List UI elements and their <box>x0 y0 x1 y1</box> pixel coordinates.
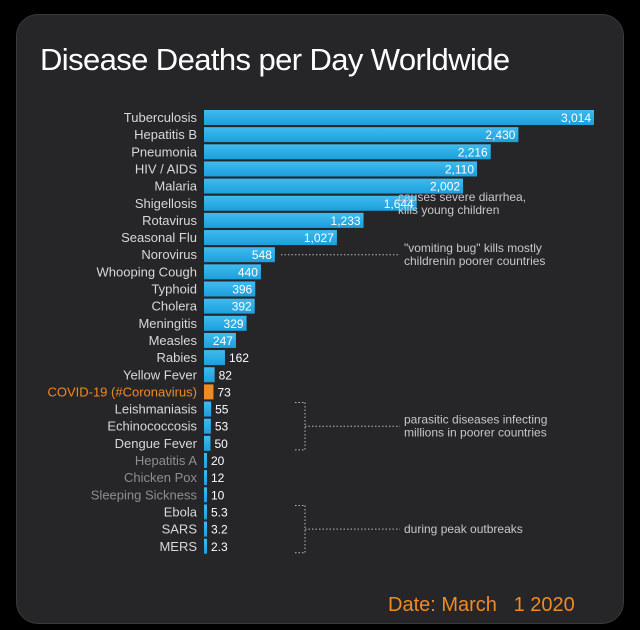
bar <box>204 470 207 486</box>
value-label: 392 <box>232 300 252 314</box>
value-label: 1,644 <box>384 197 414 211</box>
bar <box>204 230 337 246</box>
value-label: 162 <box>229 351 249 365</box>
category-label: Leishmaniasis <box>115 402 198 417</box>
category-label: COVID-19 (#Coronavirus) <box>47 384 197 399</box>
bar <box>204 401 212 417</box>
bar <box>204 178 464 194</box>
category-label: Tuberculosis <box>124 110 198 125</box>
bar <box>204 521 207 537</box>
value-label: 1,027 <box>304 231 334 245</box>
value-label: 2,110 <box>445 162 474 176</box>
category-label: Yellow Fever <box>123 367 198 382</box>
category-label: Echinococcosis <box>107 419 197 434</box>
value-label: 12 <box>211 471 225 485</box>
bar <box>204 384 214 400</box>
category-label: Measles <box>149 333 198 348</box>
bar <box>204 350 225 366</box>
annotation-text: parasitic diseases infecting <box>404 413 547 427</box>
value-label: 1,233 <box>331 214 361 228</box>
bar <box>204 487 207 503</box>
value-label: 3,014 <box>561 111 591 125</box>
value-label: 548 <box>252 248 272 262</box>
value-label: 2,430 <box>485 128 515 142</box>
value-label: 10 <box>211 488 225 502</box>
category-label: Ebola <box>164 504 198 519</box>
bar <box>204 281 256 297</box>
bar <box>204 538 207 554</box>
bar <box>204 161 478 177</box>
category-label: Dengue Fever <box>115 436 198 451</box>
category-label: Shigellosis <box>135 196 198 211</box>
value-label: 2,002 <box>430 180 460 194</box>
value-label: 82 <box>219 368 233 382</box>
value-label: 5.3 <box>211 505 228 519</box>
category-label: Norovirus <box>141 247 197 262</box>
bar <box>204 315 247 331</box>
category-label: Pneumonia <box>131 144 198 159</box>
bar <box>204 247 275 263</box>
bar <box>204 264 261 280</box>
annotation-text: kills young children <box>398 203 499 217</box>
bar <box>204 110 594 125</box>
category-label: Sleeping Sickness <box>91 487 198 502</box>
bar <box>204 212 364 228</box>
bar <box>204 435 211 451</box>
bar <box>204 144 491 160</box>
value-label: 73 <box>217 385 231 399</box>
value-label: 247 <box>213 334 233 348</box>
annotation-text: childrenin poorer countries <box>404 254 545 268</box>
date-label: Date: March 1 2020 <box>388 594 575 616</box>
category-label: Hepatitis B <box>134 127 197 142</box>
category-label: Seasonal Flu <box>121 230 197 245</box>
value-label: 20 <box>211 454 225 468</box>
category-label: SARS <box>162 522 198 537</box>
category-label: Rabies <box>157 350 198 365</box>
value-label: 396 <box>232 283 252 297</box>
category-label: Hepatitis A <box>135 453 197 468</box>
category-label: Typhoid <box>151 282 197 297</box>
value-label: 2,216 <box>458 145 488 159</box>
value-label: 440 <box>238 265 258 279</box>
annotation-text: causes severe diarrhea, <box>398 190 526 204</box>
bar <box>204 418 211 434</box>
category-label: Chicken Pox <box>124 470 197 485</box>
annotation-text: millions in poorer countries <box>404 426 547 440</box>
category-label: Rotavirus <box>142 213 197 228</box>
category-label: HIV / AIDS <box>135 161 197 176</box>
bar <box>204 504 207 520</box>
bar <box>204 195 417 211</box>
bar <box>204 127 519 143</box>
bar <box>204 332 236 348</box>
value-label: 55 <box>215 403 229 417</box>
category-label: Meningitis <box>138 316 197 331</box>
value-label: 50 <box>214 437 228 451</box>
value-label: 3.2 <box>211 523 228 537</box>
annotation-text: during peak outbreaks <box>404 522 523 536</box>
value-label: 329 <box>224 317 244 331</box>
value-label: 53 <box>215 420 229 434</box>
chart-title: Disease Deaths per Day Worldwide <box>40 42 510 77</box>
bar <box>204 453 207 468</box>
bar <box>204 367 215 383</box>
category-label: Whooping Cough <box>97 264 197 279</box>
category-label: MERS <box>159 539 197 554</box>
category-label: Cholera <box>151 299 197 314</box>
category-label: Malaria <box>154 179 197 194</box>
annotation-text: "vomiting bug" kills mostly <box>404 241 542 255</box>
bar <box>204 298 255 314</box>
value-label: 2.3 <box>211 540 228 554</box>
